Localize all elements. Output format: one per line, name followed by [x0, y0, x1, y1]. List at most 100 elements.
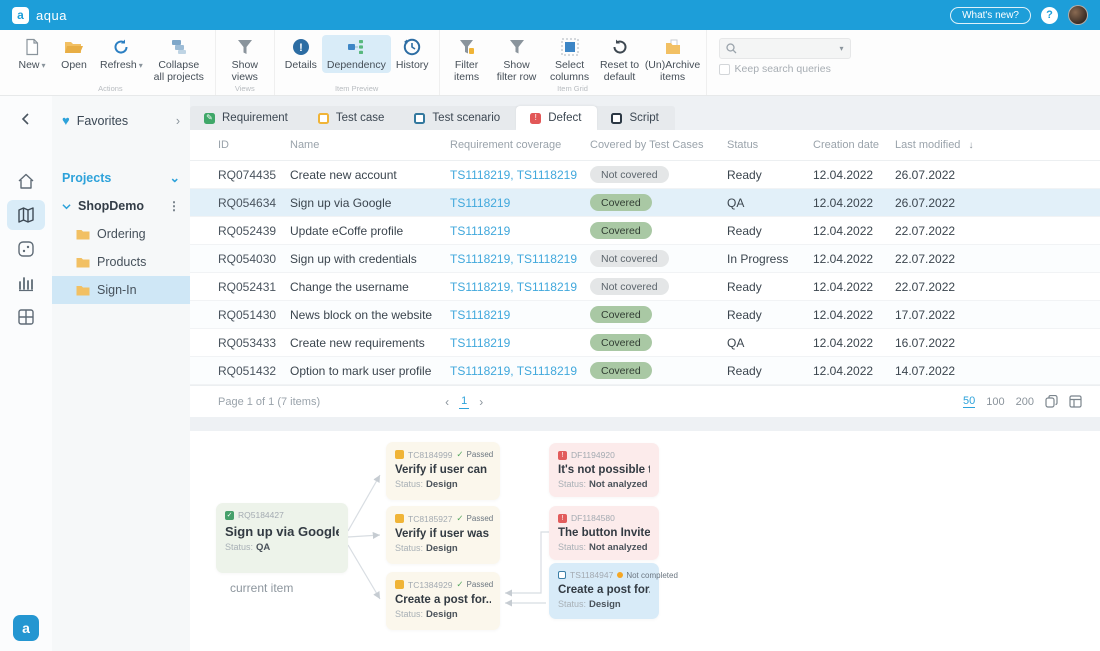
search-box[interactable]: ▾	[718, 38, 851, 59]
projects-map-icon[interactable]	[7, 200, 45, 230]
tab-test-scenario[interactable]: Test scenario	[400, 106, 516, 130]
folder-icon	[76, 257, 90, 267]
col-id[interactable]: ID	[218, 139, 229, 151]
packages-icon[interactable]	[7, 234, 45, 264]
brand: a aqua	[12, 6, 67, 24]
table-header-row: ID Name Requirement coverage Covered by …	[190, 130, 1100, 161]
col-covered[interactable]: Covered by Test Cases	[590, 139, 704, 151]
projects-section-header[interactable]: Projects ⌄	[62, 170, 180, 186]
collapse-sidebar-button[interactable]	[7, 104, 45, 134]
graph-node-current-item[interactable]: ✓ RQ5184427 Sign up via Google Status: QA	[216, 503, 348, 573]
folder-sign-in[interactable]: Sign-In	[52, 276, 190, 304]
tab-defect[interactable]: ! Defect	[516, 106, 598, 130]
tab-requirement[interactable]: ✎ Requirement	[190, 106, 304, 130]
home-icon[interactable]	[7, 166, 45, 196]
avatar[interactable]	[1068, 5, 1088, 25]
checkbox-icon[interactable]	[718, 63, 730, 75]
archive-folder-icon	[664, 37, 682, 57]
col-name[interactable]: Name	[290, 139, 320, 151]
help-icon[interactable]: ?	[1041, 6, 1058, 24]
copy-icon[interactable]	[1045, 395, 1058, 408]
graph-node-defect[interactable]: ! DF1184580 The button Invite is... Stat…	[549, 506, 659, 560]
select-columns-button[interactable]: Select columns	[545, 35, 595, 85]
table-row[interactable]: RQ074435 Create new account TS1118219, T…	[190, 161, 1100, 189]
sort-desc-icon[interactable]: ↓	[968, 140, 974, 151]
details-button[interactable]: ! Details	[280, 35, 322, 73]
col-last-modified[interactable]: Last modified ↓	[895, 139, 974, 151]
show-filter-row-button[interactable]: Show filter row	[489, 35, 545, 85]
coverage-links[interactable]: TS1118219	[450, 307, 511, 322]
graph-node-test-scenario[interactable]: TS1184947 Not completed Create a post fo…	[549, 563, 678, 619]
new-button[interactable]: New ▾	[11, 35, 53, 73]
graph-node-test-case[interactable]: TC1384929 ✓ Passed Create a post for... S…	[386, 572, 500, 630]
coverage-links[interactable]: TS1118219	[450, 335, 511, 350]
next-page-button[interactable]: ›	[479, 394, 484, 409]
toolbar-group-item-preview: ! Details Dependency History Item Previe…	[275, 30, 440, 95]
coverage-links[interactable]: TS1118219	[450, 223, 511, 238]
tab-test-case[interactable]: Test case	[304, 106, 401, 130]
coverage-links[interactable]: TS1118219, TS1118219	[450, 279, 577, 294]
table-row[interactable]: RQ054030 Sign up with credentials TS1118…	[190, 245, 1100, 273]
group-label-item-grid: Item Grid	[557, 84, 588, 93]
details-info-icon: !	[292, 37, 310, 57]
graph-node-defect[interactable]: ! DF1194920 It's not possible to... Stat…	[549, 443, 659, 497]
collapse-all-projects-button[interactable]: Collapse all projects	[148, 35, 210, 85]
coverage-badge: Covered	[590, 362, 652, 379]
reset-to-default-button[interactable]: Reset to default	[595, 35, 645, 85]
dependency-button[interactable]: Dependency	[321, 35, 391, 74]
history-button[interactable]: History	[391, 35, 434, 73]
filter-items-button[interactable]: Filter items	[445, 35, 489, 85]
table-row[interactable]: RQ051432 Option to mark user profile TS1…	[190, 357, 1100, 385]
grid-apps-icon[interactable]	[7, 302, 45, 332]
graph-node-test-case[interactable]: TC8184999 ✓Passed Verify if user can be …	[386, 442, 500, 500]
aqua-footer-logo-icon[interactable]: a	[13, 615, 39, 641]
open-button[interactable]: Open	[53, 35, 95, 73]
col-req-coverage[interactable]: Requirement coverage	[450, 139, 562, 151]
table-row[interactable]: RQ054634 Sign up via Google TS1118219 Co…	[190, 189, 1100, 217]
table-row[interactable]: RQ053433 Create new requirements TS11182…	[190, 329, 1100, 357]
page-summary: Page 1 of 1 (7 items)	[218, 395, 321, 408]
group-label-item-preview: Item Preview	[334, 84, 379, 93]
coverage-links[interactable]: TS1118219, TS1118219	[450, 167, 577, 182]
page-size-100[interactable]: 100	[986, 395, 1005, 408]
table-row[interactable]: RQ052439 Update eCoffe profile TS1118219…	[190, 217, 1100, 245]
brand-name: aqua	[36, 7, 67, 23]
refresh-icon	[112, 37, 130, 57]
defect-icon: !	[558, 450, 567, 460]
collapse-cascade-icon	[170, 37, 188, 57]
script-icon	[611, 112, 623, 124]
page-size-50[interactable]: 50	[963, 395, 976, 408]
page-size-200[interactable]: 200	[1015, 395, 1034, 408]
reports-chart-icon[interactable]	[7, 268, 45, 298]
project-shopdemo[interactable]: ShopDemo ⋮	[52, 192, 190, 220]
folder-products[interactable]: Products	[52, 248, 190, 276]
search-icon	[725, 43, 737, 54]
test-case-icon	[395, 450, 404, 459]
coverage-links[interactable]: TS1118219	[450, 195, 511, 210]
col-creation-date[interactable]: Creation date	[813, 139, 880, 151]
chevron-down-icon: ▾	[41, 61, 46, 70]
graph-node-test-case[interactable]: TC8185927 ✓Passed Verify if user was ab.…	[386, 506, 500, 564]
favorites-item[interactable]: ♥ Favorites ›	[62, 113, 180, 128]
col-status[interactable]: Status	[727, 139, 759, 151]
prev-page-button[interactable]: ‹	[445, 394, 450, 409]
search-input[interactable]	[740, 42, 834, 55]
check-icon: ✓	[456, 513, 464, 523]
folder-ordering[interactable]: Ordering	[52, 220, 190, 248]
grid-view-icon[interactable]	[1069, 395, 1082, 408]
coverage-links[interactable]: TS1118219, TS1118219	[450, 251, 577, 266]
table-row[interactable]: RQ052431 Change the username TS1118219, …	[190, 273, 1100, 301]
coverage-badge: Covered	[590, 222, 652, 239]
table-row[interactable]: RQ051430 News block on the website TS111…	[190, 301, 1100, 329]
tab-script[interactable]: Script	[597, 106, 674, 130]
reset-icon	[611, 37, 629, 57]
coverage-links[interactable]: TS1118219, TS1118219	[450, 363, 577, 378]
chevron-down-icon[interactable]: ▾	[839, 44, 844, 53]
page-number[interactable]: 1	[459, 394, 470, 409]
keep-search-queries-checkbox[interactable]: Keep search queries	[718, 63, 851, 75]
refresh-button[interactable]: Refresh ▾	[95, 35, 148, 73]
show-views-button[interactable]: Show views	[221, 35, 269, 85]
kebab-menu-icon[interactable]: ⋮	[168, 199, 180, 213]
whats-new-button[interactable]: What's new?	[950, 6, 1031, 24]
unarchive-items-button[interactable]: (Un)Archive items	[645, 35, 701, 85]
